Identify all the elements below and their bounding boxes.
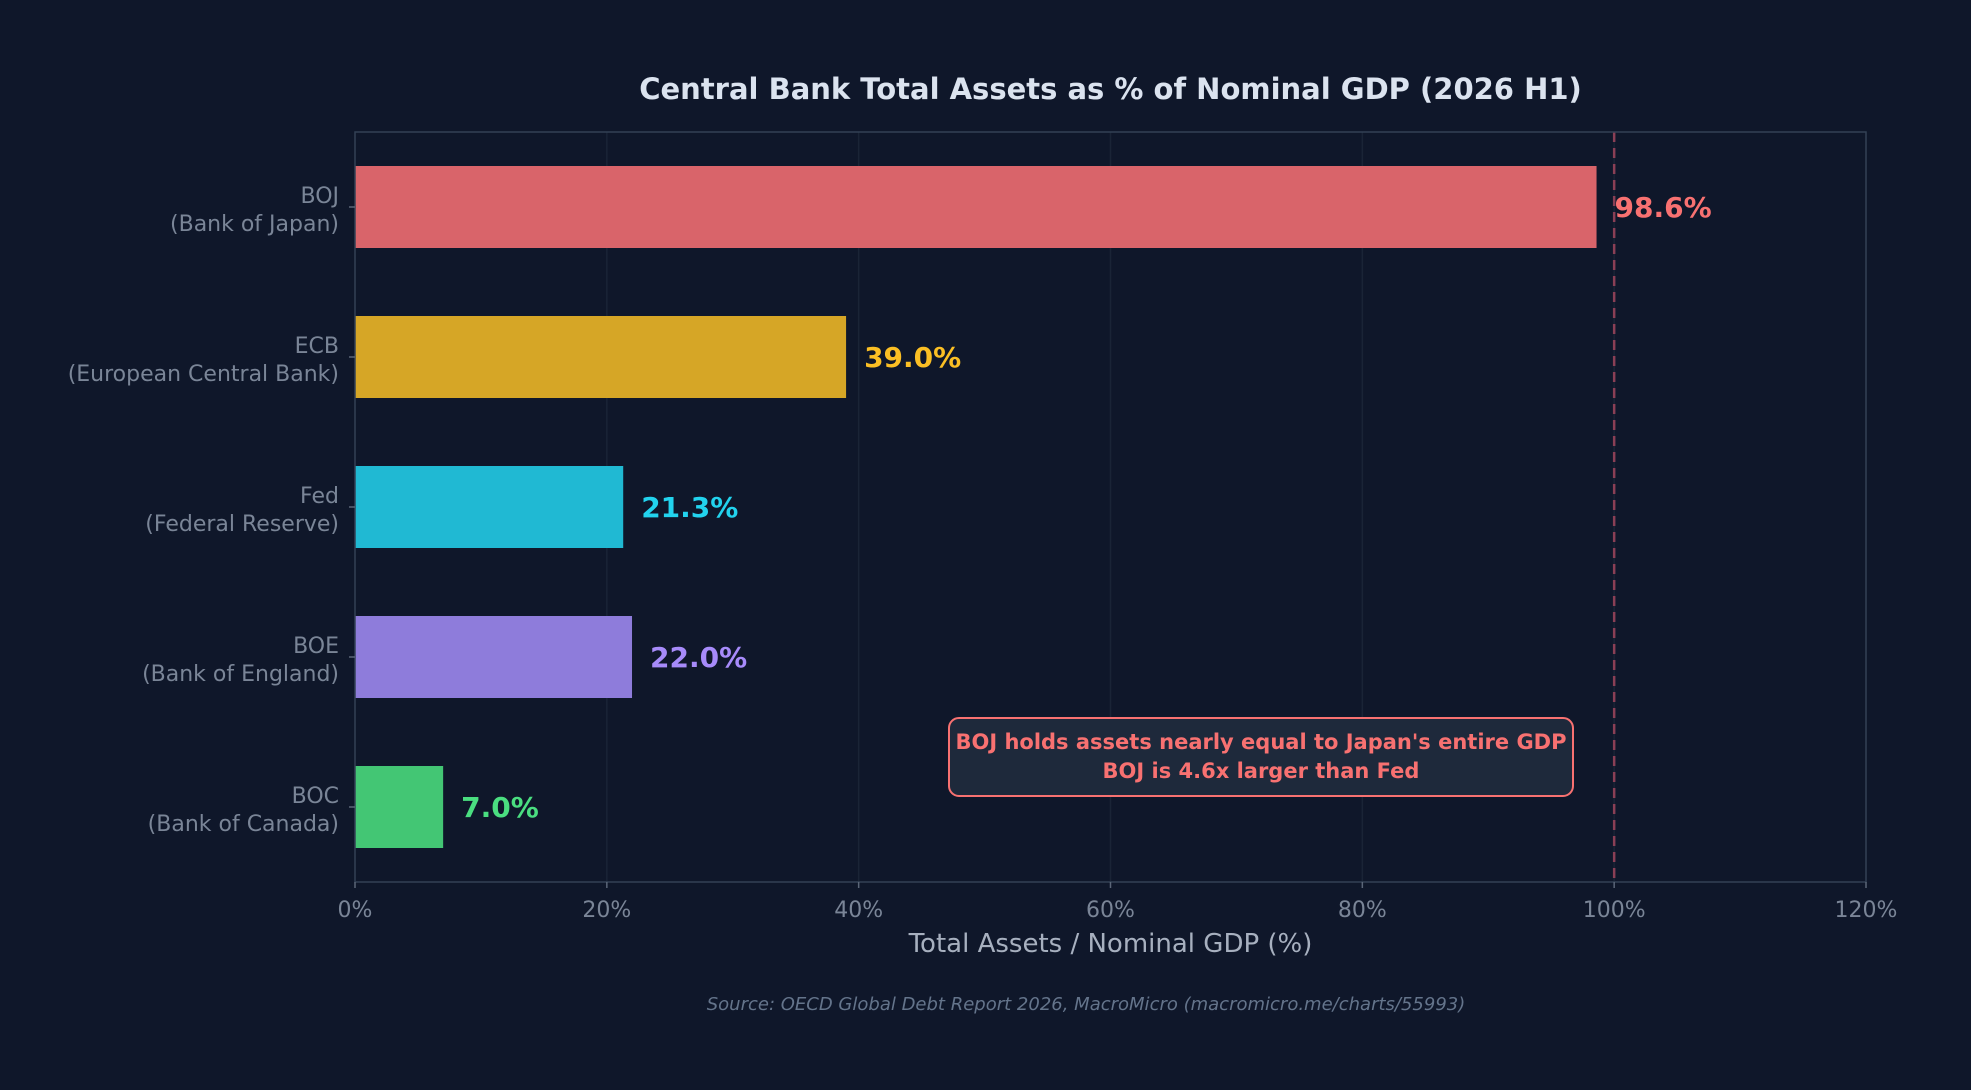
category-code-fed: Fed xyxy=(300,484,339,509)
source-note: Source: OECD Global Debt Report 2026, Ma… xyxy=(707,994,1466,1015)
annotation-line-2: BOJ is 4.6x larger than Fed xyxy=(1103,759,1420,783)
bar-boe xyxy=(355,616,633,698)
annotation-frame xyxy=(948,717,1574,797)
category-name-boe: (Bank of England) xyxy=(142,662,339,687)
category-axis: BOJ (Bank of Japan) ECB (European Central B… xyxy=(68,184,355,837)
x-tick-label: 120% xyxy=(1835,898,1898,923)
bar-boc xyxy=(355,766,444,848)
bar-series xyxy=(355,166,1597,848)
value-label-ecb: 39.0% xyxy=(864,341,961,374)
category-code-boj: BOJ xyxy=(300,184,339,209)
x-tick-label: 0% xyxy=(338,898,373,923)
bar-ecb xyxy=(355,316,847,398)
value-label-boe: 22.0% xyxy=(650,641,747,674)
value-labels: 98.6% 39.0% 21.3% 22.0% 7.0% xyxy=(461,191,1712,824)
x-tick-label: 60% xyxy=(1086,898,1135,923)
x-tick-label: 100% xyxy=(1583,898,1646,923)
x-axis-label: Total Assets / Nominal GDP (%) xyxy=(908,929,1313,959)
chart-title: Central Bank Total Assets as % of Nomina… xyxy=(639,72,1582,106)
value-label-fed: 21.3% xyxy=(641,491,738,524)
category-code-ecb: ECB xyxy=(295,334,339,359)
category-name-fed: (Federal Reserve) xyxy=(145,512,339,537)
bar-fed xyxy=(355,466,624,548)
annotation-line-1: BOJ holds assets nearly equal to Japan's… xyxy=(955,730,1566,754)
value-label-boc: 7.0% xyxy=(461,791,539,824)
category-code-boe: BOE xyxy=(293,634,339,659)
x-tick-label: 40% xyxy=(834,898,883,923)
x-tick-label: 20% xyxy=(582,898,631,923)
bar-boj xyxy=(355,166,1597,248)
annotation-box: BOJ holds assets nearly equal to Japan's… xyxy=(948,717,1574,797)
category-code-boc: BOC xyxy=(292,784,339,809)
x-tick-label: 80% xyxy=(1338,898,1387,923)
x-axis-ticks: 0% 20% 40% 60% 80% 100% 120% xyxy=(338,882,1898,923)
category-name-ecb: (European Central Bank) xyxy=(68,362,339,387)
category-name-boc: (Bank of Canada) xyxy=(148,812,339,837)
category-name-boj: (Bank of Japan) xyxy=(170,212,339,237)
value-label-boj: 98.6% xyxy=(1615,191,1712,224)
